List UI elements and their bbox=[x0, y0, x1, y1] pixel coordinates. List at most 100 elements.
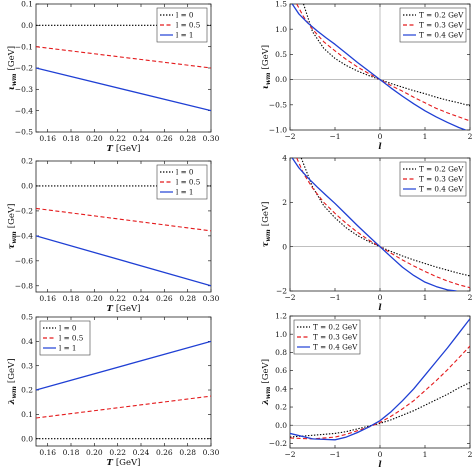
y-tick-label: 0.0 bbox=[275, 75, 287, 84]
series-line-3 bbox=[290, 318, 470, 441]
legend-entry-2: l = 0.5 bbox=[176, 178, 201, 187]
x-axis-label: T [GeV] bbox=[107, 304, 141, 314]
y-axis-label: ιwm [GeV] bbox=[7, 46, 18, 90]
chart-panel-2: −2 −1 0 1 2 1.5 1.0 0.5 0.0 −0.5 −1.0 l ιwm [GeV] T = … bbox=[261, 0, 473, 152]
y-axis-unit: [GeV] bbox=[261, 202, 271, 227]
x-axis-label: l bbox=[378, 303, 382, 313]
x-axis-unit: [GeV] bbox=[116, 458, 141, 468]
legend-entry-2: l = 0.5 bbox=[176, 21, 201, 30]
legend-entry-3: l = 1 bbox=[59, 344, 76, 353]
legend-entry-2: T = 0.3 GeV bbox=[313, 333, 358, 342]
series-line-1 bbox=[290, 381, 470, 438]
y-tick-label: −0.4 bbox=[15, 231, 33, 240]
y-tick-label: −0.2 bbox=[15, 207, 33, 216]
y-axis-label: τwm [GeV] bbox=[7, 204, 18, 250]
y-tick-label: −0.4 bbox=[15, 106, 33, 115]
chart-panel-5: 0.16 0.18 0.20 0.22 0.24 0.26 0.28 0.30 0.5 0.4 0.… bbox=[7, 313, 220, 468]
series-line-3 bbox=[36, 340, 211, 391]
legend-entry-2: T = 0.3 GeV bbox=[419, 21, 464, 30]
x-tick-label: 0.28 bbox=[179, 294, 196, 303]
chart-panel-1: 0.16 0.18 0.20 0.22 0.24 0.26 0.28 0.30 0.1 0.0 −0… bbox=[7, 0, 220, 154]
plot-frame bbox=[35, 160, 212, 293]
y-tick-label: −0.6 bbox=[15, 256, 33, 265]
x-tick-label: 0 bbox=[378, 450, 383, 459]
series-line-1 bbox=[300, 158, 470, 277]
y-tick-label: 0.3 bbox=[21, 361, 33, 370]
x-axis-symbol: l bbox=[378, 303, 382, 313]
x-axis-label: T [GeV] bbox=[107, 144, 141, 154]
chart-panel-3: 0.16 0.18 0.20 0.22 0.24 0.26 0.28 0.30 0.2 0.0 −0… bbox=[7, 157, 220, 314]
series-line-2 bbox=[36, 46, 211, 69]
y-tick-label: 0.0 bbox=[21, 182, 33, 191]
y-tick-label: −0.5 bbox=[15, 128, 33, 137]
plot-frame bbox=[35, 316, 212, 447]
legend-entry-1: l = 0 bbox=[176, 11, 194, 20]
x-tick-label: 0.28 bbox=[179, 448, 196, 457]
y-axis-subscript: wm bbox=[264, 386, 272, 399]
series-line-2 bbox=[36, 207, 211, 232]
series-group bbox=[36, 340, 211, 440]
y-tick-label: 0.6 bbox=[275, 366, 287, 375]
y-axis-symbol: λ bbox=[261, 399, 271, 406]
series-line-3 bbox=[36, 235, 211, 287]
x-tick-label: −2 bbox=[284, 293, 295, 302]
x-tick-label: −2 bbox=[284, 450, 295, 459]
x-tick-label: 1 bbox=[423, 293, 428, 302]
series-line-2 bbox=[290, 345, 470, 440]
x-tick-label: 0.28 bbox=[179, 134, 196, 143]
x-tick-label: 0.20 bbox=[86, 294, 103, 303]
y-axis-symbol: τ bbox=[7, 243, 17, 249]
legend-entry-3: l = 1 bbox=[176, 188, 193, 197]
series-line-2 bbox=[296, 4, 470, 122]
y-tick-label: 1.2 bbox=[275, 312, 287, 321]
y-tick-label: −2 bbox=[276, 287, 287, 296]
y-axis-subscript: wm bbox=[264, 72, 272, 85]
x-tick-label: 0.30 bbox=[203, 448, 220, 457]
y-axis-unit: [GeV] bbox=[7, 46, 17, 71]
legend-entry-2: T = 0.3 GeV bbox=[419, 175, 464, 184]
legend: l = 0l = 0.5l = 1 bbox=[39, 320, 91, 356]
y-tick-label: −0.2 bbox=[269, 439, 287, 448]
x-tick-label: 0.16 bbox=[39, 294, 56, 303]
series-line-3 bbox=[291, 158, 457, 291]
series-line-1 bbox=[302, 4, 470, 107]
y-axis-symbol: τ bbox=[261, 241, 271, 247]
x-axis-symbol: T bbox=[107, 144, 114, 154]
y-axis-symbol: λ bbox=[7, 399, 17, 406]
legend-entry-3: l = 1 bbox=[176, 31, 193, 40]
y-tick-label: 0.8 bbox=[275, 348, 287, 357]
x-tick-label: 0.18 bbox=[63, 294, 80, 303]
legend-entry-1: T = 0.2 GeV bbox=[419, 165, 464, 174]
x-tick-label: 2 bbox=[468, 293, 473, 302]
series-line-2 bbox=[36, 395, 211, 419]
x-tick-label: 0.18 bbox=[63, 134, 80, 143]
legend-entry-1: l = 0 bbox=[59, 324, 77, 333]
x-axis-symbol: l bbox=[378, 460, 382, 470]
y-tick-label: 0.1 bbox=[21, 410, 33, 419]
y-axis-subscript: wm bbox=[10, 73, 18, 86]
series-group bbox=[291, 4, 470, 130]
legend-box bbox=[156, 164, 208, 200]
x-tick-label: 0.20 bbox=[86, 134, 103, 143]
x-tick-label: 0.16 bbox=[39, 448, 56, 457]
series-group bbox=[36, 185, 211, 287]
x-tick-label: 0 bbox=[378, 293, 383, 302]
x-tick-label: 0.30 bbox=[203, 294, 220, 303]
legend: l = 0l = 0.5l = 1 bbox=[156, 7, 208, 43]
y-tick-label: 0.5 bbox=[275, 50, 287, 59]
y-tick-label: 4 bbox=[282, 154, 287, 163]
x-tick-label: 2 bbox=[468, 132, 473, 141]
x-axis-symbol: T bbox=[107, 304, 114, 314]
legend-box bbox=[39, 320, 91, 356]
y-axis-unit: [GeV] bbox=[261, 359, 271, 384]
y-tick-label: 0.0 bbox=[21, 434, 33, 443]
y-tick-label: 1.5 bbox=[275, 0, 287, 9]
x-axis-label: T [GeV] bbox=[107, 458, 141, 468]
x-tick-label: 0.24 bbox=[133, 294, 150, 303]
x-tick-label: 0.16 bbox=[39, 134, 56, 143]
legend-entry-3: T = 0.4 GeV bbox=[313, 343, 358, 352]
x-tick-label: 0.20 bbox=[86, 448, 103, 457]
legend-box bbox=[293, 319, 361, 355]
x-axis-unit: [GeV] bbox=[116, 304, 141, 314]
